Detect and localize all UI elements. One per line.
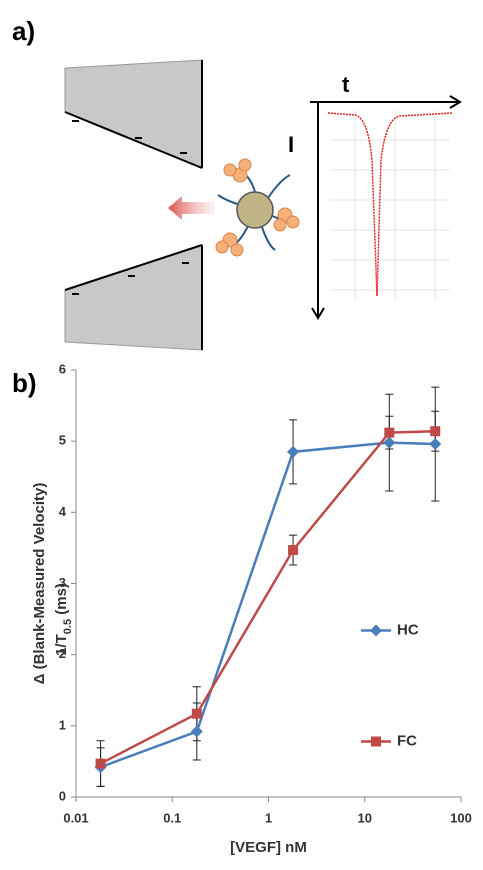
panel-label: b) [12, 368, 37, 398]
y-tick-label: 3 [59, 575, 66, 590]
data-point [190, 725, 203, 738]
x-tick-label: 1 [265, 810, 272, 825]
data-point [191, 708, 202, 719]
x-tick-label: 100 [450, 810, 472, 825]
data-point [429, 438, 442, 451]
x-tick-label: 0.1 [163, 810, 181, 825]
data-point [370, 624, 382, 637]
y-tick-label: 4 [59, 504, 67, 519]
trace-panel: t I [288, 72, 462, 320]
y-tick-label: 6 [59, 361, 66, 376]
time-label: t [342, 72, 350, 97]
y-tick-label: 2 [59, 646, 66, 661]
y-axis-label-part: (ms) [53, 583, 70, 619]
data-point [384, 427, 395, 438]
data-point [287, 445, 300, 458]
y-axis-label-part: 1/T [53, 634, 70, 656]
data-point [371, 736, 381, 747]
legend-label: HC [397, 621, 419, 638]
pore-diagram [64, 59, 300, 351]
data-point [288, 545, 299, 556]
data-point [383, 436, 396, 449]
series-line [99, 429, 436, 765]
current-label: I [288, 132, 294, 157]
y-tick-label: 1 [59, 717, 66, 732]
y-axis-label: Δ (Blank-Measured Velocity) 1/T0.5 (ms) [31, 483, 74, 685]
x-tick-label: 10 [358, 810, 372, 825]
chart: 0 1 2 3 4 5 6 0.01 0.1 1 10 100 [VEGF] nM Δ (Blank-Me… [31, 361, 472, 856]
legend-label: FC [397, 732, 417, 749]
x-axis-label: [VEGF] nM [230, 839, 307, 856]
y-axis-label-part: 0.5 [62, 619, 74, 634]
y-axis-label-part: Δ (Blank-Measured Velocity) [31, 483, 48, 685]
x-tick-label: 0.01 [63, 810, 88, 825]
panel-label: a) [12, 16, 35, 46]
data-point [430, 426, 441, 437]
y-tick-label: 5 [59, 433, 66, 448]
series-line [100, 441, 436, 769]
y-tick-label: 0 [59, 788, 66, 803]
data-point [95, 758, 106, 769]
